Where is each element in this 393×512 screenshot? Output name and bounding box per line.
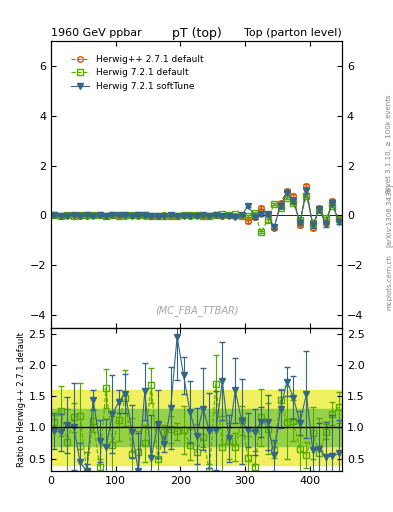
- Text: Top (parton level): Top (parton level): [244, 28, 342, 38]
- Legend: Herwig++ 2.7.1 default, Herwig 7.2.1 default, Herwig 7.2.1 softTune: Herwig++ 2.7.1 default, Herwig 7.2.1 def…: [67, 51, 208, 94]
- Text: Rivet 3.1.10, ≥ 100k events: Rivet 3.1.10, ≥ 100k events: [386, 94, 392, 193]
- Text: [arXiv:1306.3436]: [arXiv:1306.3436]: [386, 183, 392, 247]
- Title: pT (top): pT (top): [172, 27, 221, 40]
- Text: (MC_FBA_TTBAR): (MC_FBA_TTBAR): [155, 305, 238, 316]
- Text: mcplots.cern.ch: mcplots.cern.ch: [386, 253, 392, 310]
- Text: 1960 GeV ppbar: 1960 GeV ppbar: [51, 28, 142, 38]
- Y-axis label: Ratio to Herwig++ 2.7.1 default: Ratio to Herwig++ 2.7.1 default: [17, 332, 26, 467]
